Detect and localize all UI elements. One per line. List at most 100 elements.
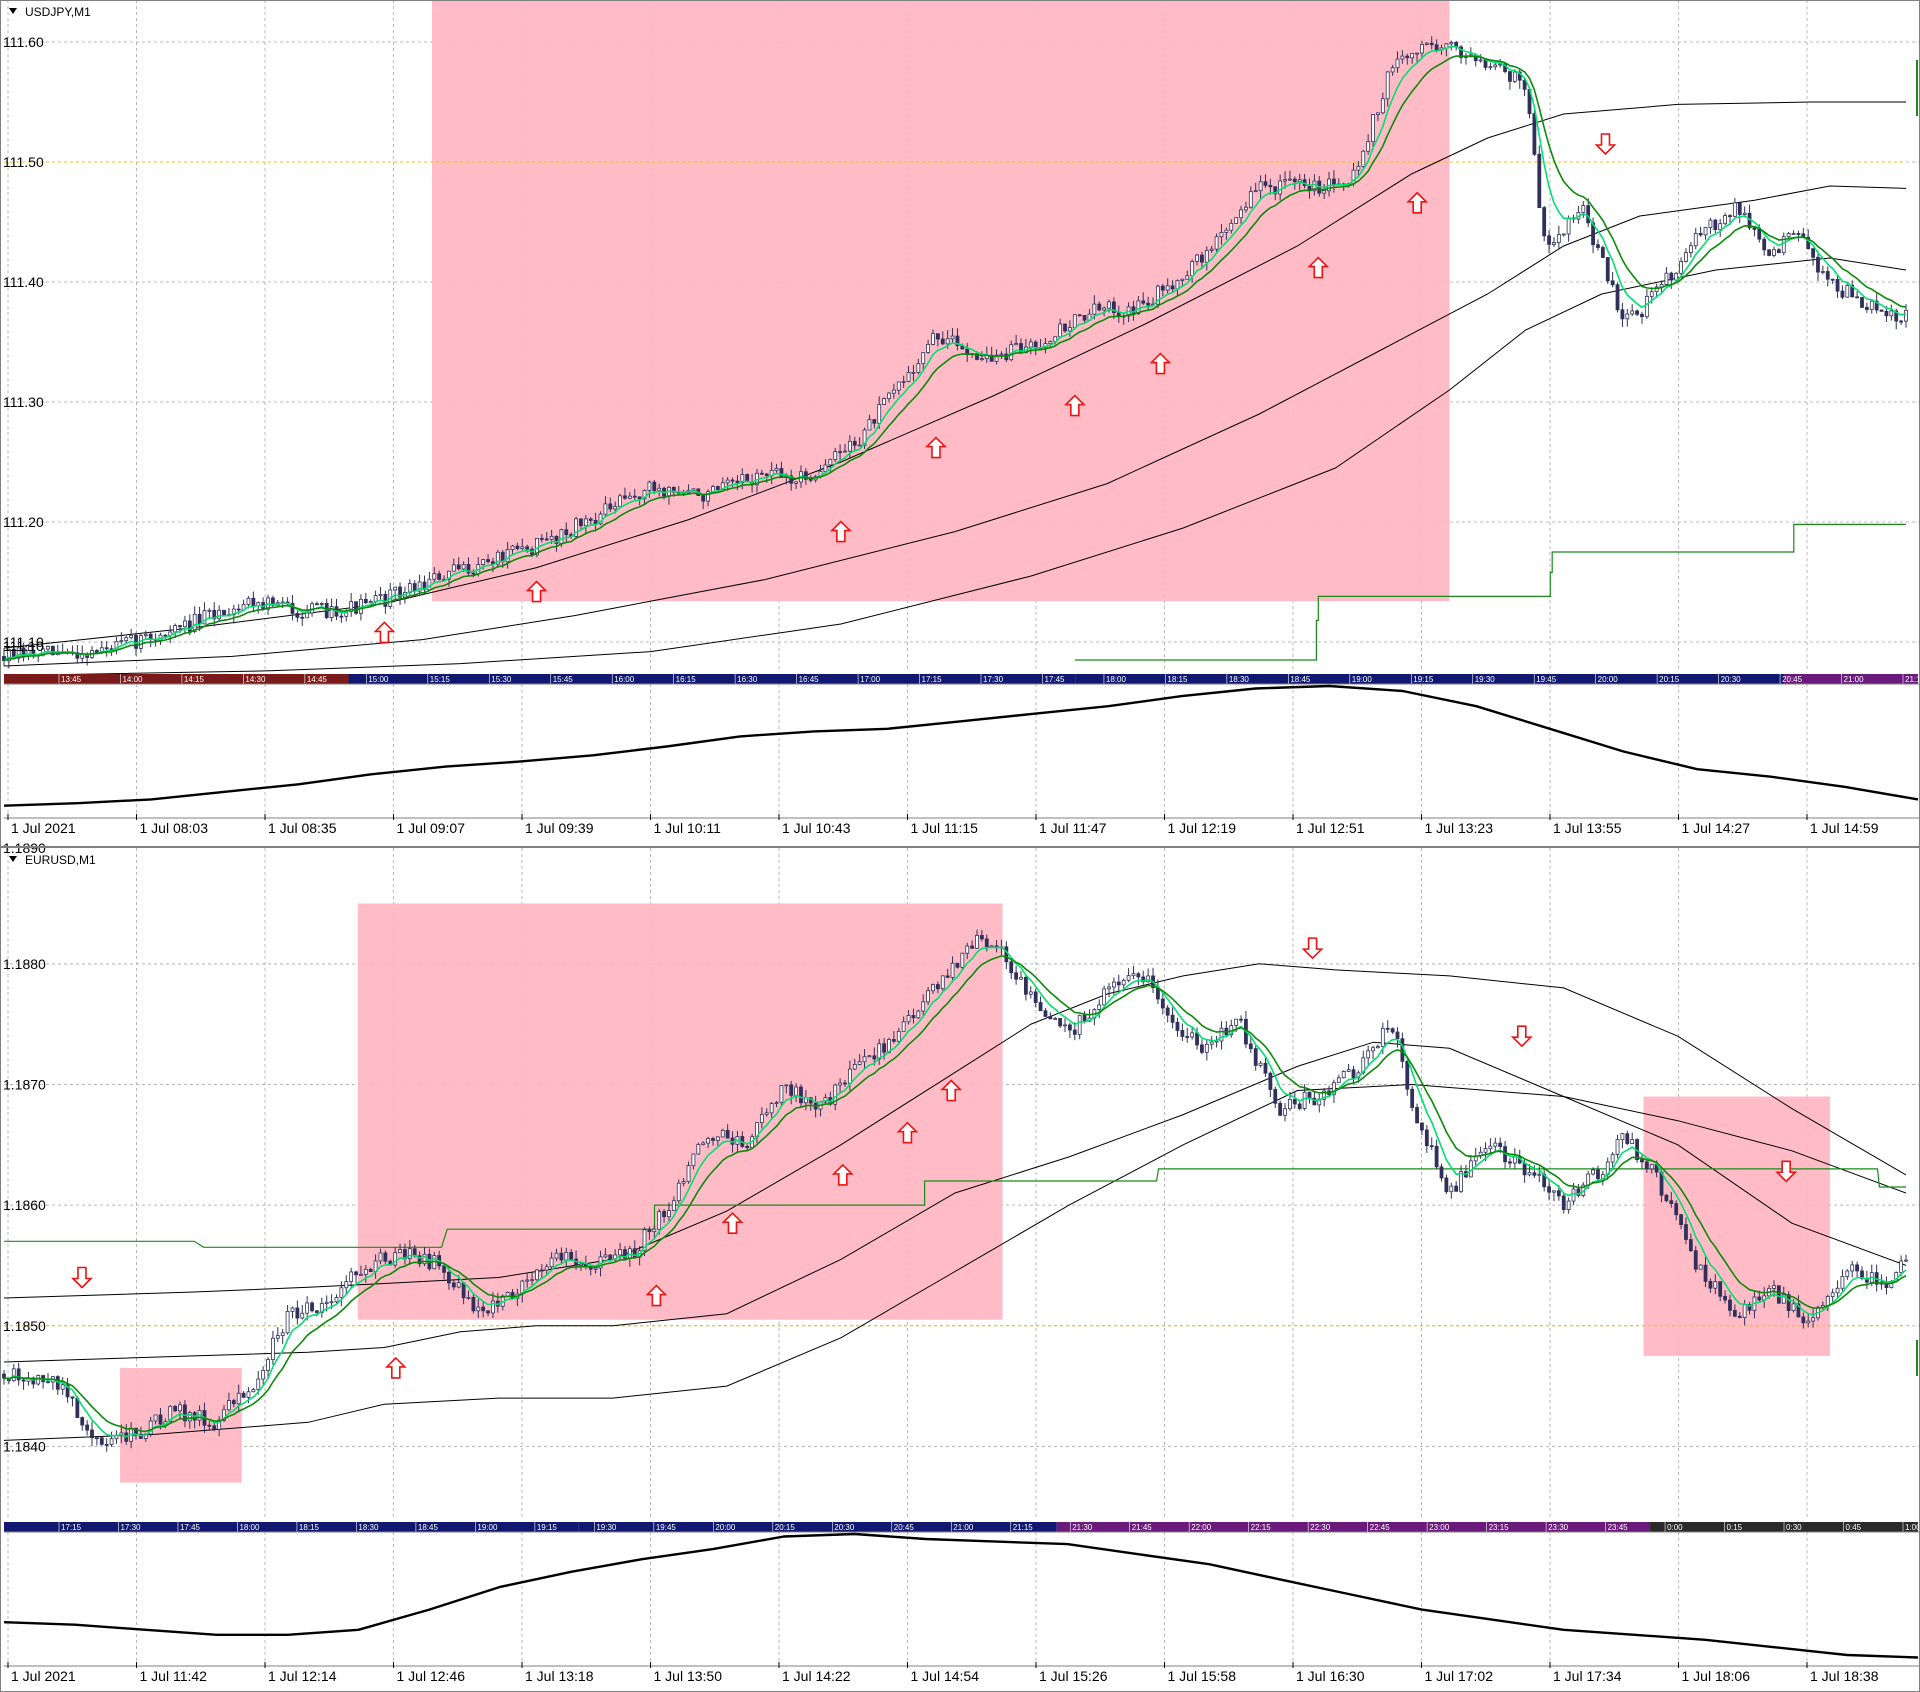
- candle-body: [187, 1412, 192, 1422]
- candle-body: [642, 1229, 647, 1252]
- candle-body: [383, 1252, 388, 1262]
- candle-body: [344, 1281, 349, 1289]
- candle-body: [1596, 244, 1600, 248]
- time-strip-label: 14:00: [122, 675, 143, 684]
- candle-body: [1703, 227, 1708, 236]
- candle-body: [1156, 285, 1160, 305]
- candle-body: [153, 1414, 158, 1422]
- candle-body: [1185, 275, 1190, 280]
- candle-body: [1512, 71, 1517, 82]
- candle-body: [1415, 52, 1419, 55]
- candle-body: [2, 656, 6, 662]
- candle-body: [21, 1379, 26, 1382]
- candle-body: [623, 1249, 627, 1259]
- candle-body: [319, 603, 324, 605]
- candle-body: [1420, 44, 1424, 54]
- candle-body: [906, 1015, 911, 1023]
- moving-average-line: [3, 101, 1906, 649]
- candle-body: [935, 333, 940, 340]
- candle-body: [808, 478, 813, 481]
- candle-body: [1904, 1259, 1908, 1262]
- candle-body: [887, 392, 891, 399]
- candle-body: [1791, 233, 1796, 235]
- time-axis-label: 1 Jul 11:47: [1039, 820, 1107, 836]
- arrow-up-icon: [925, 436, 947, 459]
- candle-body: [1679, 1214, 1683, 1225]
- candle-body: [637, 496, 642, 500]
- candle-body: [877, 404, 882, 424]
- candle-body: [1830, 1292, 1835, 1297]
- candle-body: [1581, 205, 1586, 213]
- candle-body: [1068, 327, 1072, 332]
- chart-title[interactable]: USDJPY,M1: [9, 5, 91, 19]
- candle-body: [1537, 1173, 1542, 1176]
- candle-body: [823, 1097, 828, 1103]
- time-axis-label: 1 Jul 18:38: [1810, 1668, 1879, 1684]
- candle-body: [1757, 1296, 1762, 1301]
- candle-body: [1791, 1303, 1796, 1311]
- candle-body: [979, 358, 984, 361]
- time-axis-label: 1 Jul 15:58: [1168, 1668, 1237, 1684]
- candle-body: [1361, 150, 1366, 167]
- candle-body: [1522, 1162, 1527, 1176]
- candle-body: [862, 429, 867, 446]
- candle-body: [1307, 1091, 1312, 1099]
- candle-body: [1234, 1018, 1239, 1026]
- time-strip-label: 14:30: [245, 675, 266, 684]
- candle-body: [119, 640, 124, 643]
- candle-body: [779, 468, 784, 477]
- arrow-up-icon: [373, 621, 396, 644]
- candle-body: [691, 1153, 696, 1167]
- candle-body: [1229, 222, 1234, 231]
- candle-body: [447, 1271, 451, 1284]
- candle-body: [544, 1266, 549, 1271]
- candle-body: [828, 458, 833, 466]
- candle-body: [466, 1297, 471, 1299]
- candle-body: [1816, 256, 1820, 273]
- candle-body: [104, 647, 109, 650]
- candle-body: [1713, 1281, 1718, 1289]
- ema-lines: [3, 45, 1907, 662]
- candle-body: [491, 1300, 495, 1314]
- candle-body: [315, 1310, 319, 1313]
- candle-body: [1811, 1317, 1816, 1322]
- candle-body: [1072, 314, 1077, 328]
- candle-body: [75, 652, 80, 659]
- candle-body: [305, 1302, 310, 1314]
- arrow-up-icon: [1406, 191, 1429, 214]
- candle-body: [1855, 296, 1860, 299]
- candle-body: [896, 381, 901, 391]
- candle-body: [1136, 300, 1141, 315]
- candle-body: [559, 1252, 564, 1261]
- chart-title[interactable]: EURUSD,M1: [9, 853, 96, 867]
- arrow-up-icon: [645, 1284, 668, 1307]
- time-strip-label: 19:30: [596, 1523, 617, 1532]
- time-strip-label: 18:30: [358, 1523, 379, 1532]
- candle-body: [564, 529, 569, 536]
- candle-body: [1703, 1264, 1708, 1282]
- candle-body: [1288, 1098, 1292, 1110]
- candle-body: [1449, 42, 1454, 45]
- time-strip-label: 21:30: [1072, 1523, 1093, 1532]
- candle-body: [1728, 1299, 1732, 1311]
- arrow-up-icon: [721, 1212, 744, 1235]
- candle-body: [794, 1086, 798, 1096]
- candle-body: [1644, 1161, 1649, 1170]
- candle-body: [261, 1370, 266, 1380]
- time-axis-label: 1 Jul 2021: [11, 820, 76, 836]
- candle-body: [1512, 1156, 1517, 1164]
- candle-body: [1825, 271, 1830, 280]
- time-strip-segment: [578, 1522, 1057, 1532]
- candle-body: [1483, 59, 1488, 68]
- candle-body: [510, 545, 515, 550]
- stepped-level-line: [4, 1168, 1906, 1248]
- candle-body: [241, 1392, 246, 1398]
- candle-body: [1273, 1089, 1278, 1104]
- candle-body: [1605, 257, 1610, 282]
- candle-body: [1292, 1098, 1297, 1105]
- candle-body: [1146, 302, 1151, 306]
- candle-body: [329, 606, 334, 618]
- candle-body: [838, 1082, 842, 1086]
- candle-body: [1288, 178, 1292, 181]
